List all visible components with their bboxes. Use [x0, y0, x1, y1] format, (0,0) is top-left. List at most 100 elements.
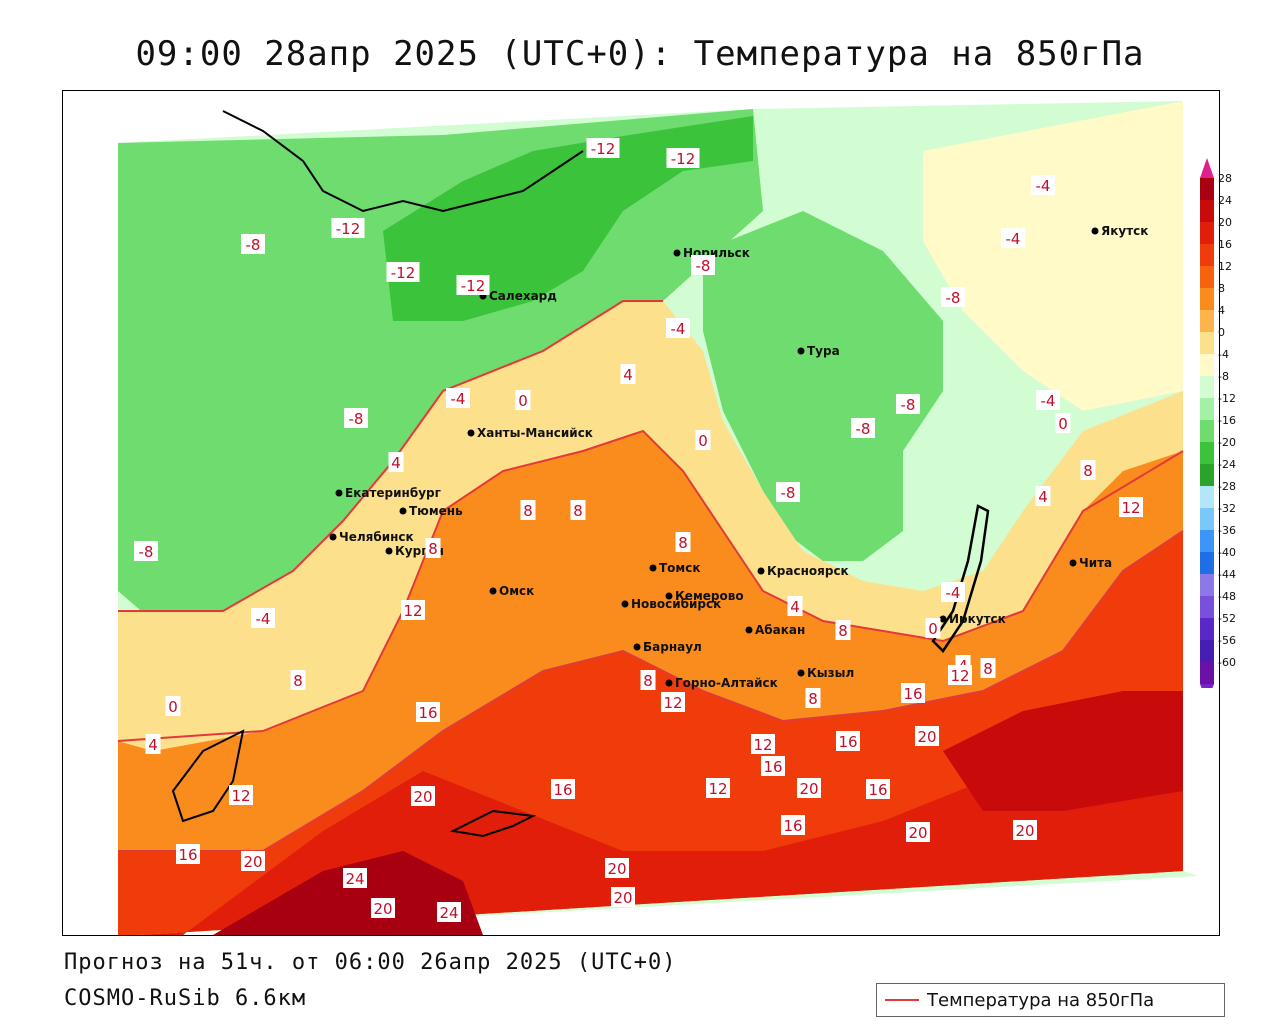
colorbar-tick-label: -20: [1218, 436, 1236, 449]
isotherm-label-bg: [386, 262, 420, 282]
isotherm-label: -4: [946, 584, 961, 602]
city-label: Тура: [807, 344, 840, 358]
city-marker: [939, 615, 947, 623]
colorbar-tick-label: -24: [1218, 458, 1236, 471]
colorbar-segment: [1200, 574, 1214, 596]
isotherm-label: -12: [391, 264, 416, 282]
city-marker: [385, 547, 393, 555]
isotherm-label: -12: [591, 140, 616, 158]
isotherm-label: -4: [1041, 392, 1056, 410]
isotherm-label: 20: [908, 824, 927, 842]
isotherm-label-layer: -12 -12 -12 -12 -12 -8 -8 -8 -8 -8 -8 -8 -8 -4 -4 -4 -4 -…: [134, 138, 1143, 922]
isotherm-label-bg: [425, 538, 441, 558]
colorbar-segment: [1200, 178, 1214, 200]
isotherm-label-bg: [761, 756, 785, 776]
colorbar-tick-label: -12: [1218, 392, 1236, 405]
colorbar-segment: [1200, 596, 1214, 618]
city-marker: [797, 669, 805, 677]
isotherm-label-bg: [1036, 390, 1060, 410]
isotherm-label: 16: [418, 704, 437, 722]
isotherm-label-bg: [805, 688, 821, 708]
isotherm-label-bg: [781, 815, 805, 835]
isotherm-label-bg: [906, 822, 930, 842]
isotherm-label-bg: [411, 786, 435, 806]
model-name: COSMO-RuSib 6.6км: [64, 986, 307, 1011]
isotherm-label: 12: [753, 736, 772, 754]
isotherm-label: 12: [403, 602, 422, 620]
isotherm-label: -4: [671, 320, 686, 338]
isotherm-label-bg: [787, 596, 803, 616]
colorbar-segment: [1200, 200, 1214, 222]
isotherm-label: 20: [373, 900, 392, 918]
city-label: Екатеринбург: [345, 486, 441, 500]
isotherm-label: -8: [349, 410, 364, 428]
isotherm-label-bg: [835, 620, 851, 640]
isotherm-label: -4: [1006, 230, 1021, 248]
caspian-outline: [171, 729, 245, 823]
isotherm-label: 4: [623, 366, 633, 384]
city-marker: [797, 347, 805, 355]
isotherm-label-bg: [145, 734, 161, 754]
isotherm-label-bg: [620, 364, 636, 384]
isotherm-label: 8: [643, 672, 653, 690]
city-label: Горно-Алтайск: [675, 676, 778, 690]
city-marker: [399, 507, 407, 515]
isotherm-label-bg: [675, 532, 691, 552]
isotherm-label-bg: [925, 618, 941, 638]
isotherm-label-bg: [691, 255, 715, 275]
isotherm-label-bg: [515, 390, 531, 410]
city-label: Барнаул: [643, 640, 702, 654]
colorbar-segment: [1200, 420, 1214, 442]
city-label: Новосибирск: [631, 597, 721, 611]
isotherm-label: 4: [1038, 488, 1048, 506]
isotherm-label-bg: [343, 868, 367, 888]
colorbar-top-cap: [1200, 158, 1214, 178]
isotherm-label-bg: [706, 778, 730, 798]
colorbar-segment: [1200, 266, 1214, 288]
colorbar-tick-label: -16: [1218, 414, 1236, 427]
colorbar-tick-label: 4: [1218, 304, 1225, 317]
isotherm-label: 12: [231, 787, 250, 805]
city-marker: [757, 567, 765, 575]
isotherm-label: 16: [903, 685, 922, 703]
city-label: Красноярск: [767, 564, 849, 578]
isotherm-label: 4: [391, 454, 401, 472]
isotherm-label: 8: [293, 672, 303, 690]
isotherm-label: 8: [573, 502, 583, 520]
isotherm-label: 12: [1121, 499, 1140, 517]
colorbar-segment: [1200, 464, 1214, 486]
colorbar-tick-label: -32: [1218, 502, 1236, 515]
isotherm-label-bg: [896, 394, 920, 414]
isotherm-label: 16: [868, 781, 887, 799]
zone-twentyfour: [213, 851, 483, 935]
isotherm-label: -12: [671, 150, 696, 168]
isotherm-label: 12: [708, 780, 727, 798]
colorbar-segment: [1200, 618, 1214, 640]
city-label: Кызыл: [807, 666, 854, 680]
isotherm-label-bg: [605, 858, 629, 878]
isotherm-label: 20: [607, 860, 626, 878]
colorbar-segment: [1200, 662, 1214, 684]
city-marker: [633, 643, 641, 651]
city-label: Кемерово: [675, 589, 744, 603]
temperature-map[interactable]: Якутск Норильск Салехард Тура Ханты-Мансийск…: [62, 90, 1220, 936]
isotherm-label: 16: [783, 817, 802, 835]
isotherm-label-bg: [251, 608, 275, 628]
isotherm-label: 20: [243, 853, 262, 871]
colorbar-tick-label: 20: [1218, 216, 1232, 229]
colorbar-segment: [1200, 354, 1214, 376]
city-layer: ЯкутскНорильскСалехардТураХанты-Мансийск…: [329, 224, 1148, 690]
isotherm-label-bg: [241, 851, 265, 871]
isotherm-label-bg: [941, 582, 965, 602]
isotherm-label-bg: [290, 670, 306, 690]
isotherm-label-bg: [1119, 497, 1143, 517]
isotherm-label-bg: [901, 683, 925, 703]
isotherm-label: 0: [168, 698, 178, 716]
isotherm-label: 20: [1015, 822, 1034, 840]
colorbar-tick-label: 24: [1218, 194, 1232, 207]
isotherm-label-bg: [416, 702, 440, 722]
isotherm-label-bg: [948, 665, 972, 685]
isotherm-label: -8: [696, 257, 711, 275]
isotherm-label: 8: [838, 622, 848, 640]
isotherm-label-bg: [520, 500, 536, 520]
